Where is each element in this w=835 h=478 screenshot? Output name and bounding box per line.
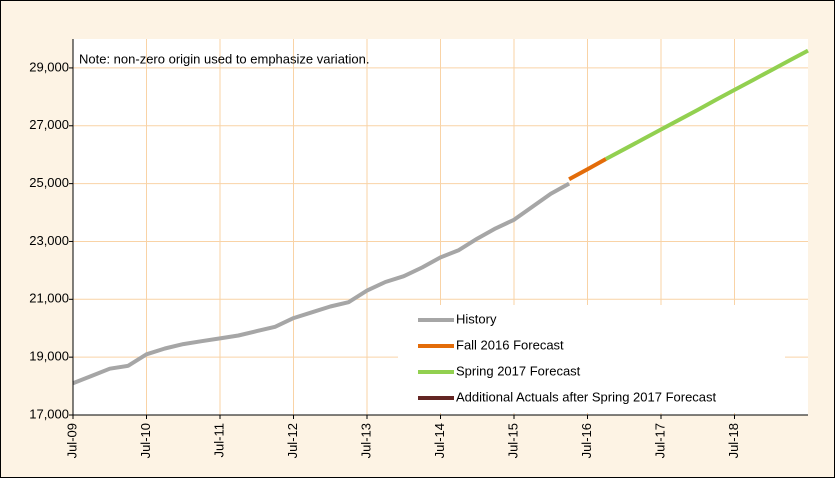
y-tick-label: 17,000 — [29, 406, 69, 421]
x-tick-label: Jul-18 — [726, 423, 741, 458]
y-tick-label: 25,000 — [29, 175, 69, 190]
x-tick-label: Jul-13 — [358, 423, 373, 458]
lines — [72, 48, 809, 386]
x-tick-label: Jul-16 — [579, 423, 594, 458]
x-tick-label: Jul-10 — [138, 423, 153, 458]
legend-box — [398, 305, 785, 413]
legend-label: Additional Actuals after Spring 2017 For… — [456, 389, 717, 404]
y-tick-label: 29,000 — [29, 59, 69, 74]
y-tick-label: 19,000 — [29, 349, 69, 364]
x-tick-label: Jul-11 — [211, 423, 226, 457]
annotation: Note: non-zero origin used to emphasize … — [79, 51, 370, 66]
y-tick-label: 21,000 — [29, 291, 69, 306]
x-tick-label: Jul-15 — [505, 423, 520, 458]
legend-label: History — [456, 311, 497, 326]
x-tick-label: Jul-14 — [432, 423, 447, 458]
y-tick-label: 23,000 — [29, 233, 69, 248]
x-tick-label: Jul-09 — [64, 423, 79, 458]
legend: History Fall 2016 Forecast Spring 2017 For… — [398, 305, 785, 413]
x-tick-label: Jul-17 — [652, 423, 667, 458]
series-line — [72, 181, 571, 386]
legend-label: Spring 2017 Forecast — [456, 363, 581, 378]
x-tick-label: Jul-12 — [285, 423, 300, 458]
y-tick-label: 27,000 — [29, 117, 69, 132]
legend-label: Fall 2016 Forecast — [456, 337, 564, 352]
series-line — [604, 48, 809, 161]
series-line — [568, 157, 607, 182]
